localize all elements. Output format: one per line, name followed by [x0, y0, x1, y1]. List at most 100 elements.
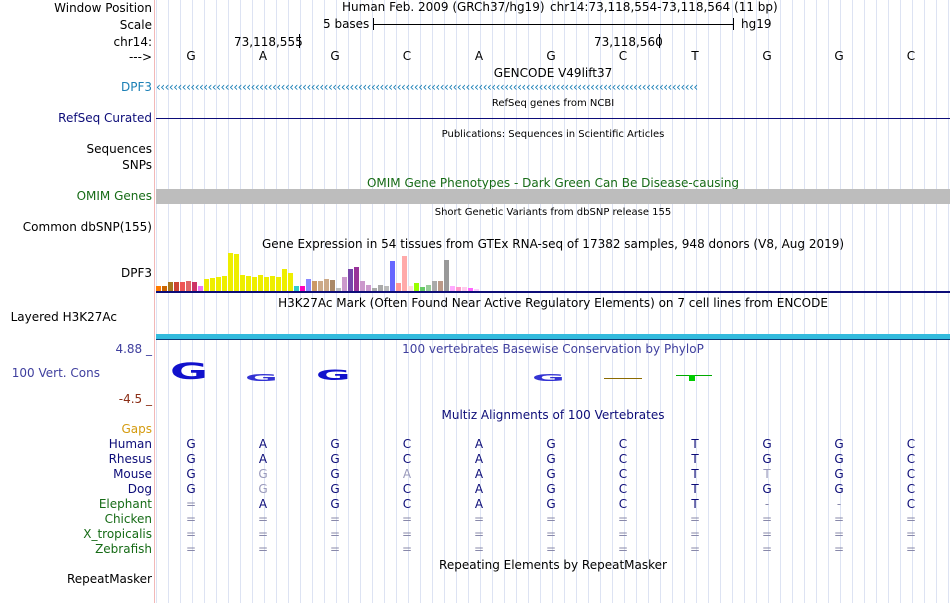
alignment-base: A: [402, 467, 412, 481]
gtex-tissue-bar[interactable]: [438, 281, 443, 291]
gtex-tissue-bar[interactable]: [462, 287, 467, 291]
alignment-base: =: [689, 512, 701, 526]
gtex-expression-chart[interactable]: [156, 251, 950, 291]
publications-snps-label[interactable]: SNPs: [122, 158, 152, 172]
alignment-base: A: [258, 437, 268, 451]
gtex-tissue-bar[interactable]: [336, 288, 341, 291]
omim-phenotype-bar[interactable]: [156, 189, 950, 204]
h3k27ac-signal-bar[interactable]: [156, 334, 950, 340]
gtex-tissue-bar[interactable]: [420, 287, 425, 291]
refseq-track-label[interactable]: RefSeq Curated: [58, 111, 152, 125]
alignment-base: G: [546, 497, 556, 511]
gtex-tissue-bar[interactable]: [348, 269, 353, 291]
alignment-base: G: [834, 467, 844, 481]
gencode-gene-arrows[interactable]: ‹‹‹‹‹‹‹‹‹‹‹‹‹‹‹‹‹‹‹‹‹‹‹‹‹‹‹‹‹‹‹‹‹‹‹‹‹‹‹‹…: [156, 80, 698, 94]
gtex-tissue-bar[interactable]: [444, 260, 449, 291]
alignment-base: -: [836, 497, 842, 511]
species-label-elephant: Elephant: [98, 497, 152, 511]
gtex-tissue-bar[interactable]: [168, 282, 173, 291]
gtex-tissue-bar[interactable]: [198, 286, 203, 291]
gtex-tissue-bar[interactable]: [408, 286, 413, 291]
gtex-tissue-bar[interactable]: [372, 288, 377, 291]
gtex-tissue-bar[interactable]: [180, 282, 185, 291]
gtex-tissue-bar[interactable]: [432, 281, 437, 291]
gtex-tissue-bar[interactable]: [264, 277, 269, 291]
gtex-tissue-bar[interactable]: [402, 256, 407, 291]
gtex-tissue-bar[interactable]: [156, 286, 161, 291]
gtex-tissue-bar[interactable]: [258, 275, 263, 291]
gencode-track-label[interactable]: DPF3: [120, 80, 152, 94]
grid-line: [840, 0, 841, 603]
alignment-base: =: [833, 527, 845, 541]
gtex-tissue-bar[interactable]: [360, 281, 365, 291]
grid-line: [444, 0, 445, 603]
gtex-tissue-bar[interactable]: [468, 288, 473, 291]
gtex-tissue-bar[interactable]: [450, 286, 455, 291]
alignment-base: G: [258, 482, 268, 496]
gtex-tissue-bar[interactable]: [426, 285, 431, 291]
grid-line: [252, 0, 253, 603]
gtex-tissue-bar[interactable]: [324, 279, 329, 291]
gtex-tissue-bar[interactable]: [246, 276, 251, 291]
grid-line: [816, 0, 817, 603]
gtex-tissue-bar[interactable]: [414, 283, 419, 291]
gtex-tissue-bar[interactable]: [210, 278, 215, 291]
gtex-tissue-bar[interactable]: [456, 287, 461, 291]
gtex-tissue-bar[interactable]: [228, 253, 233, 291]
gtex-tissue-bar[interactable]: [174, 282, 179, 291]
gtex-tissue-bar[interactable]: [396, 283, 401, 291]
repeatmasker-track-label[interactable]: RepeatMasker: [66, 572, 152, 586]
dbsnp-track-label[interactable]: Common dbSNP(155): [22, 220, 152, 234]
gtex-tissue-bar[interactable]: [390, 261, 395, 291]
gtex-tissue-bar[interactable]: [276, 277, 281, 291]
alignment-base: =: [833, 512, 845, 526]
gtex-tissue-bar[interactable]: [378, 285, 383, 291]
gtex-tissue-bar[interactable]: [222, 276, 227, 291]
gtex-tissue-bar[interactable]: [234, 254, 239, 291]
publications-track-title: Publications: Sequences in Scientific Ar…: [441, 129, 665, 140]
base-grid: [156, 0, 950, 603]
gtex-tissue-bar[interactable]: [252, 277, 257, 291]
gtex-tissue-bar[interactable]: [306, 279, 311, 291]
gtex-tissue-bar[interactable]: [354, 267, 359, 291]
gtex-tissue-bar[interactable]: [204, 279, 209, 291]
gtex-tissue-bar[interactable]: [270, 276, 275, 291]
gtex-tissue-bar[interactable]: [240, 275, 245, 291]
grid-line: [648, 0, 649, 603]
alignment-base: G: [330, 482, 340, 496]
gtex-tissue-bar[interactable]: [312, 281, 317, 291]
phylop-min-label: -4.5 _: [118, 392, 152, 406]
gtex-track-label[interactable]: DPF3: [120, 266, 152, 280]
gtex-tissue-bar[interactable]: [384, 286, 389, 291]
gtex-tissue-bar[interactable]: [186, 281, 191, 291]
gtex-tissue-bar[interactable]: [342, 277, 347, 291]
gtex-tissue-bar[interactable]: [366, 285, 371, 291]
publications-sequences-label[interactable]: Sequences: [86, 142, 152, 156]
reference-base: G: [330, 49, 340, 63]
gtex-tissue-bar[interactable]: [294, 286, 299, 291]
reference-base: A: [258, 49, 268, 63]
omim-track-label[interactable]: OMIM Genes: [76, 189, 152, 203]
gtex-tissue-bar[interactable]: [474, 289, 479, 291]
alignment-base: A: [258, 497, 268, 511]
h3k27ac-track-label[interactable]: Layered H3K27Ac: [10, 310, 117, 324]
gtex-tissue-bar[interactable]: [192, 282, 197, 291]
gtex-tissue-bar[interactable]: [282, 269, 287, 291]
grid-line: [624, 0, 625, 603]
alignment-base: =: [833, 542, 845, 556]
gtex-tissue-bar[interactable]: [330, 280, 335, 291]
phylop-track-label[interactable]: 100 Vert. Cons: [11, 366, 100, 380]
gtex-tissue-bar[interactable]: [300, 286, 305, 291]
gtex-tissue-bar[interactable]: [216, 277, 221, 291]
gtex-tissue-bar[interactable]: [162, 286, 167, 291]
gtex-tissue-bar[interactable]: [288, 273, 293, 291]
species-label-chicken: Chicken: [104, 512, 152, 526]
reference-base: G: [546, 49, 556, 63]
grid-line: [276, 0, 277, 603]
grid-line: [660, 0, 661, 603]
phylop-logo[interactable]: G G G G: [156, 362, 950, 386]
phylop-glyph-g3: G: [316, 368, 351, 384]
gtex-tissue-bar[interactable]: [318, 281, 323, 291]
refseq-gene-line[interactable]: [156, 118, 950, 119]
grid-line: [420, 0, 421, 603]
